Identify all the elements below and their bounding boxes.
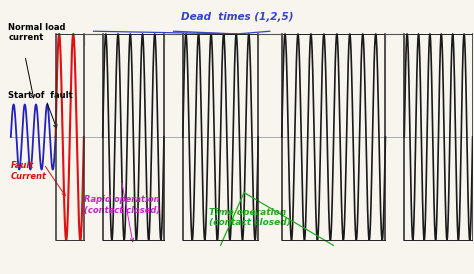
Text: Fault
Current: Fault Current (11, 161, 47, 181)
Text: Rapid operation
(contact closed): Rapid operation (contact closed) (84, 195, 160, 215)
Text: Start of  fault: Start of fault (9, 91, 73, 100)
Text: Time operation
(contact closed): Time operation (contact closed) (209, 207, 291, 227)
Text: Dead  times (1,2,5): Dead times (1,2,5) (181, 12, 293, 22)
Text: Normal load
current: Normal load current (9, 23, 66, 42)
